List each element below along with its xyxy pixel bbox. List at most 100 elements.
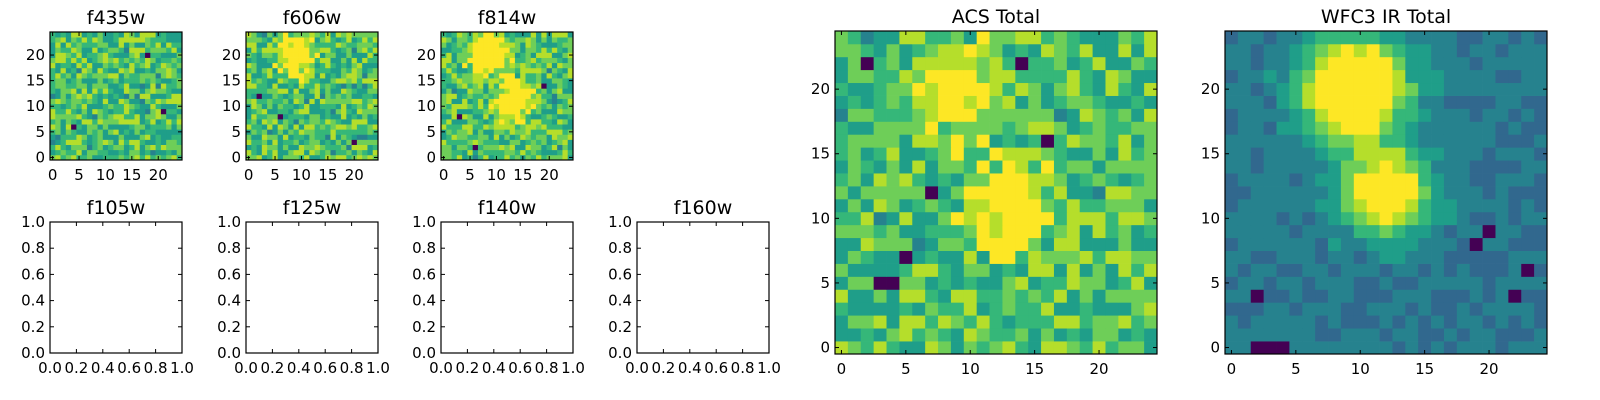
heatmap-cell <box>314 98 321 105</box>
heatmap-cell <box>1418 186 1432 200</box>
heatmap-cell <box>509 88 516 94</box>
heatmap-cell <box>1144 108 1158 122</box>
y-tick-label: 0.8 <box>608 239 632 257</box>
heatmap-cell <box>1469 302 1483 316</box>
heatmap-cell <box>1443 224 1458 239</box>
heatmap-cell <box>335 144 342 151</box>
heatmap-cell <box>514 78 521 84</box>
heatmap-cell <box>319 88 326 94</box>
heatmap-cell <box>97 134 104 140</box>
heatmap-cell <box>963 121 978 135</box>
heatmap-cell <box>451 67 458 74</box>
heatmap-cell <box>989 160 1003 174</box>
heatmap-cell <box>129 47 135 53</box>
heatmap-cell <box>319 62 326 69</box>
panel-title: f140w <box>478 197 537 219</box>
heatmap-cell <box>1105 69 1119 84</box>
heatmap-cell <box>150 93 156 99</box>
heatmap-cell <box>1534 341 1548 355</box>
heatmap-cell <box>134 103 141 110</box>
heatmap-cell <box>92 108 98 115</box>
heatmap-cell <box>1041 211 1055 226</box>
heatmap-cell <box>176 57 183 64</box>
heatmap-cell <box>525 47 532 53</box>
heatmap-cell <box>86 78 93 84</box>
heatmap-cell <box>118 108 125 115</box>
heatmap-cell <box>1328 43 1342 58</box>
heatmap-cell <box>1250 341 1264 355</box>
heatmap-cell <box>514 52 521 58</box>
heatmap-cell <box>950 211 965 226</box>
heatmap-cell <box>514 62 521 69</box>
heatmap-cell <box>451 108 458 115</box>
heatmap-cell <box>1456 302 1471 316</box>
panel-title: f606w <box>283 7 342 29</box>
heatmap-cell <box>86 93 93 99</box>
heatmap-cell <box>1092 43 1106 58</box>
heatmap-cell <box>847 134 862 148</box>
heatmap-cell <box>1225 69 1239 84</box>
heatmap-cell <box>145 78 151 84</box>
heatmap-cell <box>55 103 61 110</box>
heatmap-cell <box>1079 69 1093 84</box>
heatmap-cell <box>989 147 1003 161</box>
heatmap-cell <box>1405 276 1419 290</box>
heatmap-cell <box>441 47 447 53</box>
heatmap-cell <box>1118 134 1132 148</box>
heatmap-cell <box>55 32 61 38</box>
heatmap-cell <box>335 47 342 53</box>
heatmap-cell <box>304 88 310 94</box>
heatmap-cell <box>509 124 516 130</box>
heatmap-cell <box>1066 82 1081 96</box>
heatmap-cell <box>1066 69 1081 84</box>
heatmap-cell <box>551 108 558 115</box>
heatmap-cell <box>899 237 913 251</box>
heatmap-cell <box>282 83 289 89</box>
heatmap-cell <box>298 37 305 43</box>
heatmap-cell <box>97 119 104 125</box>
heatmap-cell <box>925 56 939 71</box>
heatmap-cell <box>835 160 849 174</box>
heatmap-cell <box>886 108 900 122</box>
heatmap-cell <box>1328 186 1342 200</box>
heatmap-cell <box>963 147 978 161</box>
heatmap-cell <box>1366 211 1380 226</box>
heatmap-cell <box>976 237 990 251</box>
heatmap-cell <box>1431 82 1445 96</box>
heatmap-cell <box>1015 211 1029 226</box>
heatmap-cell <box>1534 237 1548 251</box>
heatmap-cell <box>899 43 913 58</box>
heatmap-cell <box>309 78 315 84</box>
heatmap-cell <box>50 42 56 48</box>
heatmap-cell <box>472 37 479 43</box>
heatmap-cell <box>1443 95 1458 109</box>
heatmap-cell <box>1340 328 1355 342</box>
heatmap-cell <box>446 108 452 115</box>
heatmap-cell <box>509 119 516 125</box>
heatmap-cell <box>246 83 252 89</box>
heatmap-cell <box>1118 198 1132 213</box>
x-tick-label: 0.2 <box>260 359 284 377</box>
heatmap-cell <box>166 52 172 58</box>
heatmap-cell <box>1456 276 1471 290</box>
heatmap-cell <box>367 78 374 84</box>
heatmap-cell <box>1302 121 1316 135</box>
heatmap-cell <box>1340 198 1355 213</box>
heatmap-cell <box>1276 147 1290 161</box>
heatmap-cell <box>976 56 990 71</box>
heatmap-cell <box>925 95 939 109</box>
heatmap-cell <box>102 62 109 69</box>
heatmap-cell <box>1328 69 1342 84</box>
heatmap-cell <box>1092 237 1106 251</box>
heatmap-cell <box>288 149 294 156</box>
heatmap-cell <box>346 32 352 38</box>
heatmap-cell <box>562 139 569 145</box>
heatmap-cell <box>293 139 300 145</box>
heatmap-cell <box>886 134 900 148</box>
heatmap-cell <box>160 47 167 53</box>
heatmap-cell <box>963 186 978 200</box>
heatmap-cell <box>1105 95 1119 109</box>
heatmap-cell <box>1250 250 1264 264</box>
heatmap-cell <box>1482 160 1496 174</box>
